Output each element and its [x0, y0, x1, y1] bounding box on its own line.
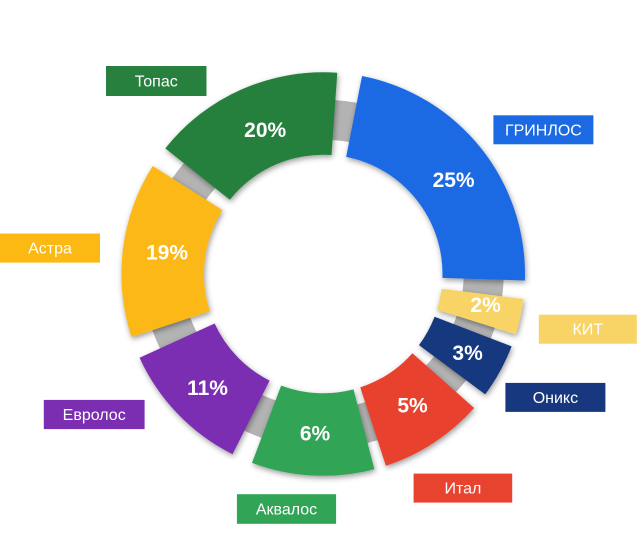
svg-text:КИТ: КИТ: [573, 322, 604, 339]
svg-text:Оникс: Оникс: [533, 390, 578, 407]
svg-text:3%: 3%: [452, 342, 483, 365]
svg-text:11%: 11%: [187, 377, 228, 400]
svg-text:6%: 6%: [300, 422, 331, 445]
svg-text:19%: 19%: [146, 241, 188, 264]
svg-text:2%: 2%: [470, 294, 501, 317]
svg-text:Астра: Астра: [28, 241, 72, 258]
svg-text:Итал: Итал: [444, 481, 481, 498]
svg-text:20%: 20%: [244, 119, 286, 142]
svg-text:Евролос: Евролос: [63, 407, 126, 424]
svg-text:Аквалос: Аквалос: [256, 502, 317, 519]
svg-text:5%: 5%: [397, 394, 428, 417]
svg-text:25%: 25%: [433, 169, 475, 192]
svg-text:ГРИНЛОС: ГРИНЛОС: [505, 122, 582, 139]
svg-text:Топас: Топас: [135, 74, 178, 91]
